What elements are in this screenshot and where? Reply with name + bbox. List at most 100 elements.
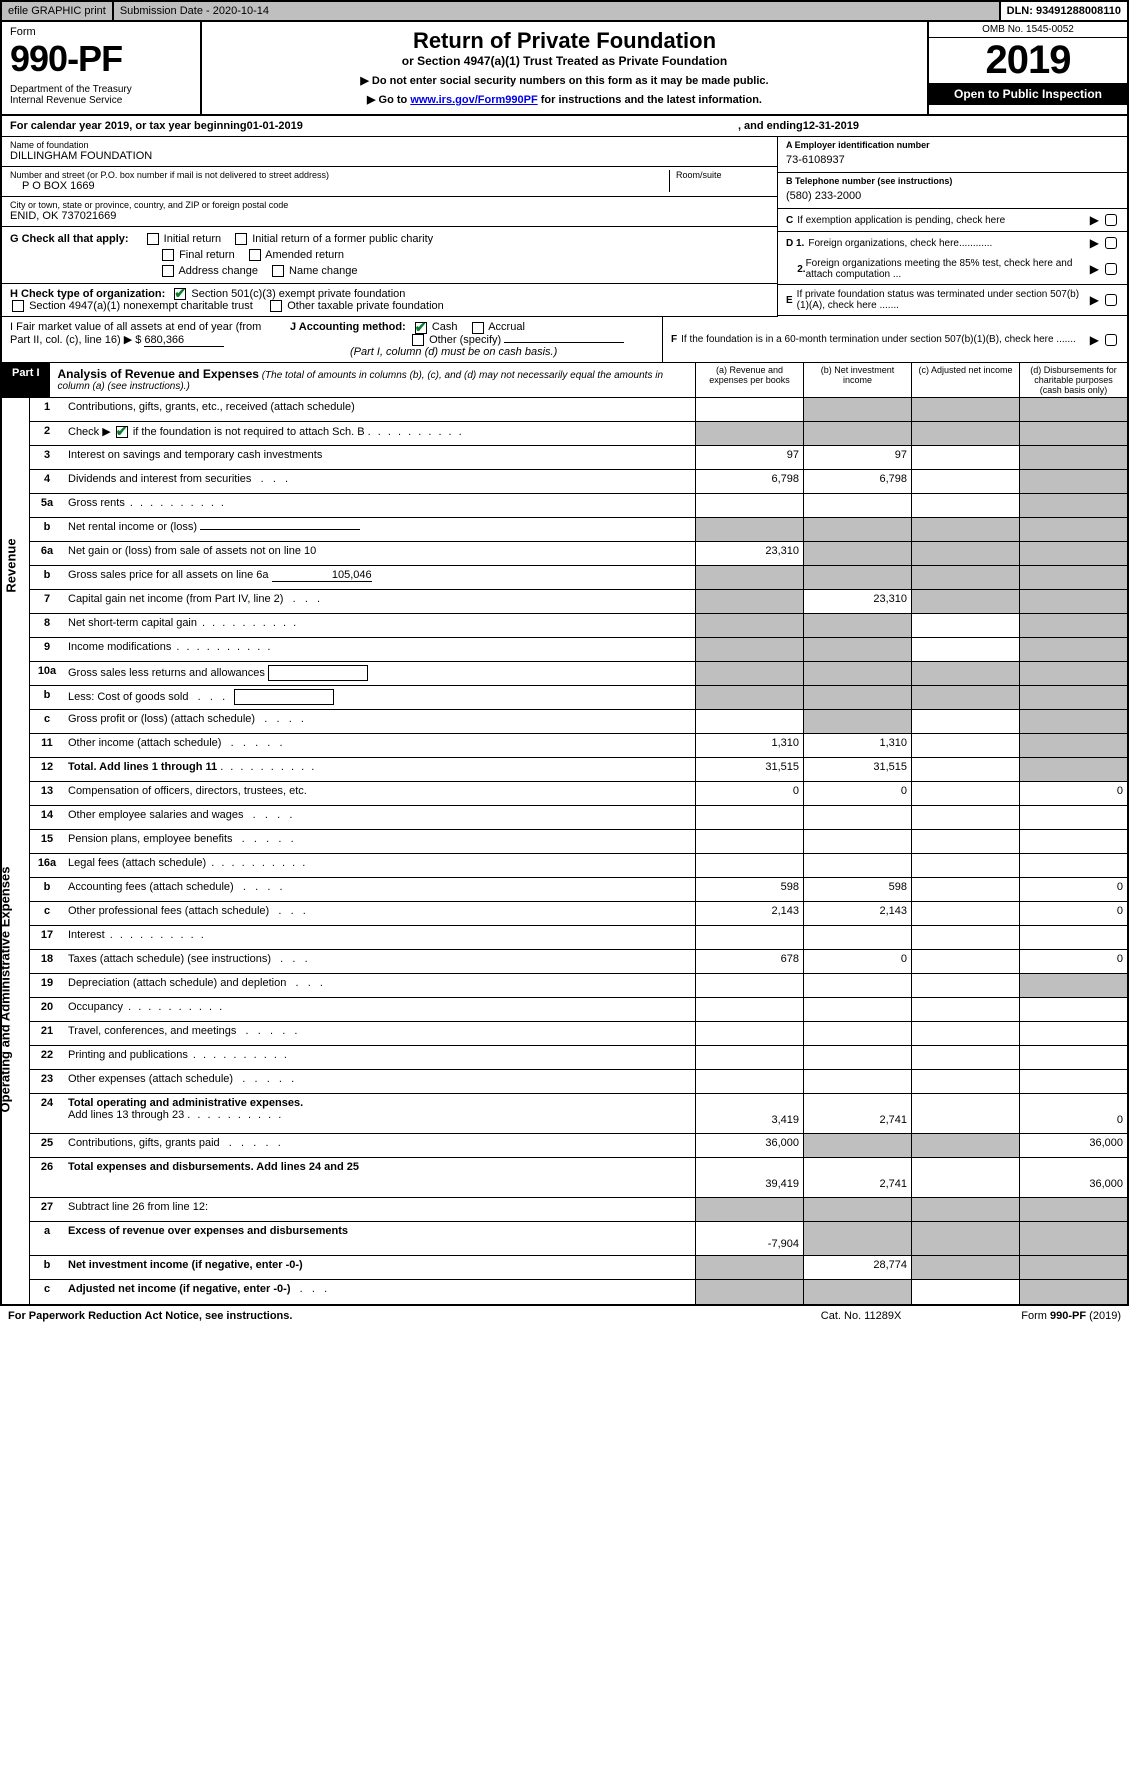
r1-desc: Contributions, gifts, grants, etc., rece… [64,398,695,421]
r27b-b: 28,774 [803,1256,911,1279]
opt-name-change: Name change [289,265,358,277]
r4-a: 6,798 [695,470,803,493]
r11-a: 1,310 [695,734,803,757]
r15-num: 15 [30,830,64,853]
part1-label: Part I [2,363,50,397]
r25-num: 25 [30,1134,64,1157]
side-revenue: Revenue [2,398,30,782]
footer-catno: Cat. No. 11289X [821,1310,902,1322]
form-word: Form [10,26,192,38]
chk-c[interactable] [1105,214,1117,226]
form-subtitle: or Section 4947(a)(1) Trust Treated as P… [214,54,915,68]
r11-b: 1,310 [803,734,911,757]
chk-d2[interactable] [1105,263,1117,275]
phone-field: B Telephone number (see instructions) (5… [778,173,1127,209]
dln: DLN: 93491288008110 [1001,2,1127,20]
r16b-num: b [30,878,64,901]
chk-schb[interactable] [116,426,128,438]
r5b-desc: Net rental income or (loss) [64,518,695,541]
cal-begin: 01-01-2019 [247,120,303,132]
r7-desc: Capital gain net income (from Part IV, l… [64,590,695,613]
topbar: efile GRAPHIC print Submission Date - 20… [2,2,1127,22]
r11-desc: Other income (attach schedule) . . . . . [64,734,695,757]
r9-desc: Income modifications [64,638,695,661]
r20-desc: Occupancy [64,998,695,1021]
header-left: Form 990-PF Department of the Treasury I… [2,22,202,114]
r27c-num: c [30,1280,64,1304]
r6a-a: 23,310 [695,542,803,565]
r18-d: 0 [1019,950,1127,973]
chk-amended[interactable] [249,249,261,261]
addr-label: Number and street (or P.O. box number if… [10,170,669,180]
chk-name-change[interactable] [272,265,284,277]
opt-addr-change: Address change [178,265,258,277]
chk-other-method[interactable] [412,334,424,346]
fmv-value: 680,366 [144,334,224,347]
r12-a: 31,515 [695,758,803,781]
r25-a: 36,000 [695,1134,803,1157]
header-right: OMB No. 1545-0052 2019 Open to Public In… [927,22,1127,114]
r16b-desc: Accounting fees (attach schedule) . . . … [64,878,695,901]
r12-desc: Total. Add lines 1 through 11 [64,758,695,781]
section-f: F If the foundation is in a 60-month ter… [663,317,1127,361]
chk-e[interactable] [1105,294,1117,306]
g-label: G Check all that apply: [10,233,129,245]
header-mid: Return of Private Foundation or Section … [202,22,927,114]
chk-501c3[interactable] [174,288,186,300]
r16b-d: 0 [1019,878,1127,901]
r22-num: 22 [30,1046,64,1069]
r26-b: 2,741 [803,1158,911,1197]
cal-end: 12-31-2019 [803,120,859,132]
expense-table: Operating and Administrative Expenses 13… [2,782,1127,1304]
revenue-table: Revenue 1Contributions, gifts, grants, e… [2,398,1127,782]
chk-accrual[interactable] [472,322,484,334]
side-revenue-label: Revenue [4,538,19,592]
r5a-desc: Gross rents [64,494,695,517]
j-label: J Accounting method: [290,321,406,333]
chk-initial[interactable] [147,233,159,245]
chk-addr-change[interactable] [162,265,174,277]
r13-num: 13 [30,782,64,805]
r27a-desc: Excess of revenue over expenses and disb… [64,1222,695,1255]
chk-other-tax[interactable] [270,300,282,312]
chk-initial-former[interactable] [235,233,247,245]
chk-f[interactable] [1105,334,1117,346]
r26-d: 36,000 [1019,1158,1127,1197]
opt-accrual: Accrual [488,321,525,333]
opt-501c3: Section 501(c)(3) exempt private foundat… [191,288,405,300]
r8-desc: Net short-term capital gain [64,614,695,637]
footer-form: Form 990-PF (2019) [1021,1310,1121,1322]
chk-d1[interactable] [1105,237,1117,249]
ein-field: A Employer identification number 73-6108… [778,137,1127,173]
r10c-num: c [30,710,64,733]
instr-pre: ▶ Go to [367,94,410,106]
section-i-j: I Fair market value of all assets at end… [2,317,662,361]
r10a-desc: Gross sales less returns and allowances [64,662,695,685]
irs-link[interactable]: www.irs.gov/Form990PF [410,94,537,106]
chk-cash[interactable] [415,322,427,334]
side-expenses: Operating and Administrative Expenses [2,782,30,1304]
r16c-desc: Other professional fees (attach schedule… [64,902,695,925]
chk-4947[interactable] [12,300,24,312]
r22-desc: Printing and publications [64,1046,695,1069]
efile-label[interactable]: efile GRAPHIC print [2,2,114,20]
form-number: 990-PF [10,38,192,80]
r10c-desc: Gross profit or (loss) (attach schedule)… [64,710,695,733]
phone-label: B Telephone number (see instructions) [786,176,952,186]
r2-num: 2 [30,422,64,445]
opt-final: Final return [179,249,235,261]
side-exp-label: Operating and Administrative Expenses [0,866,12,1112]
part1-title: Analysis of Revenue and Expenses [58,367,259,381]
r25-desc: Contributions, gifts, grants paid . . . … [64,1134,695,1157]
dept-treasury: Department of the Treasury Internal Reve… [10,84,192,106]
r24-b: 2,741 [803,1094,911,1133]
opt-initial: Initial return [164,233,221,245]
r14-desc: Other employee salaries and wages . . . … [64,806,695,829]
city-label: City or town, state or province, country… [10,200,769,210]
section-c: C If exemption application is pending, c… [778,209,1127,232]
r23-desc: Other expenses (attach schedule) . . . .… [64,1070,695,1093]
chk-final[interactable] [162,249,174,261]
r14-num: 14 [30,806,64,829]
r24-d: 0 [1019,1094,1127,1133]
ein-value: 73-6108937 [786,150,1119,168]
